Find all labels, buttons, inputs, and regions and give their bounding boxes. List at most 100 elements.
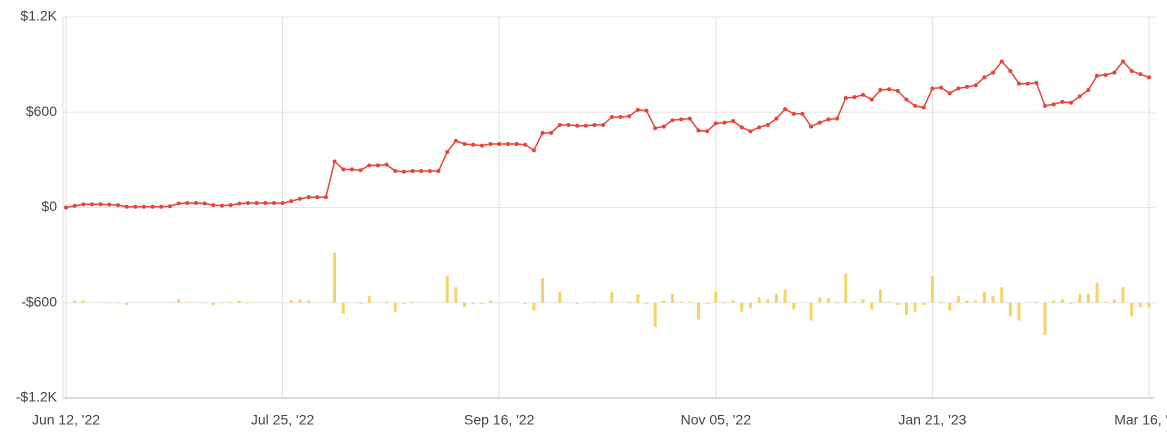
bar [653, 302, 657, 328]
point [869, 97, 874, 102]
point [315, 195, 320, 200]
point [878, 88, 883, 93]
point [159, 204, 164, 209]
x-tick-label: Nov 05, '22 [681, 412, 752, 428]
point [921, 105, 926, 110]
bar [1086, 293, 1090, 303]
y-tick-label: $0 [41, 198, 57, 214]
point [774, 116, 779, 121]
point [497, 142, 502, 146]
point [670, 118, 675, 123]
bar [523, 302, 527, 304]
bar [974, 300, 978, 303]
x-tick-label: Mar 16, '23 [1114, 412, 1167, 428]
bar [445, 276, 449, 303]
point [679, 117, 684, 122]
point [193, 201, 198, 206]
point [1147, 75, 1151, 80]
y-tick-label: -$1.2K [16, 389, 58, 405]
point [375, 163, 380, 168]
point [583, 123, 588, 128]
bar [852, 301, 856, 303]
bar [610, 291, 614, 303]
bar [818, 297, 822, 303]
point [635, 107, 640, 112]
bar [904, 302, 908, 315]
bar [341, 302, 345, 314]
x-tick-label: Sep 16, '22 [464, 412, 535, 428]
y-tick-label: $1.2K [20, 8, 57, 24]
bar [826, 298, 830, 303]
bar [1052, 300, 1056, 303]
point [644, 108, 649, 113]
point [280, 201, 285, 206]
point [618, 115, 623, 120]
bar [333, 252, 337, 303]
bar [246, 302, 250, 303]
point [765, 122, 770, 127]
bar [844, 273, 848, 303]
point [72, 203, 77, 208]
point [609, 115, 614, 120]
bar [740, 302, 744, 312]
point [81, 202, 86, 207]
bar [1034, 301, 1038, 303]
bar [835, 301, 839, 303]
bar [393, 302, 397, 312]
point [687, 116, 692, 121]
bar [913, 302, 917, 312]
point [453, 138, 458, 143]
point [809, 124, 814, 129]
point [661, 124, 666, 129]
bar [662, 300, 666, 303]
bar [125, 302, 129, 305]
point [887, 87, 892, 92]
point [791, 111, 796, 116]
point [297, 196, 302, 201]
bar [1130, 302, 1134, 317]
bar [1095, 282, 1099, 303]
bar [463, 302, 467, 308]
point [237, 201, 242, 206]
point [150, 204, 155, 209]
bar [298, 299, 302, 303]
bar [1000, 287, 1004, 303]
point [965, 84, 970, 89]
point [991, 70, 996, 75]
bar [1017, 302, 1021, 321]
point [973, 83, 978, 88]
bar [731, 300, 735, 303]
bar [948, 302, 952, 311]
bar [688, 301, 692, 303]
point [1086, 88, 1091, 93]
point [800, 111, 805, 116]
bar [289, 300, 293, 303]
point [479, 143, 484, 148]
point [271, 201, 276, 206]
point [1017, 81, 1022, 86]
bar [177, 298, 181, 303]
bar [541, 278, 545, 303]
point [410, 168, 415, 173]
bar [705, 302, 709, 304]
bar [575, 302, 579, 304]
point [141, 204, 146, 209]
point [228, 203, 233, 208]
point [332, 159, 337, 164]
point [254, 201, 259, 206]
point [1008, 68, 1013, 73]
point [956, 86, 961, 91]
point [89, 202, 94, 207]
bar [991, 296, 995, 303]
point [306, 195, 311, 200]
point [540, 130, 545, 135]
bar [757, 297, 761, 303]
x-tick-label: Jul 25, '22 [251, 412, 315, 428]
point [349, 167, 354, 172]
point [384, 162, 389, 167]
bar [359, 302, 363, 304]
bar [896, 302, 900, 305]
point [211, 203, 216, 208]
bar [1078, 293, 1082, 303]
point [245, 201, 250, 206]
